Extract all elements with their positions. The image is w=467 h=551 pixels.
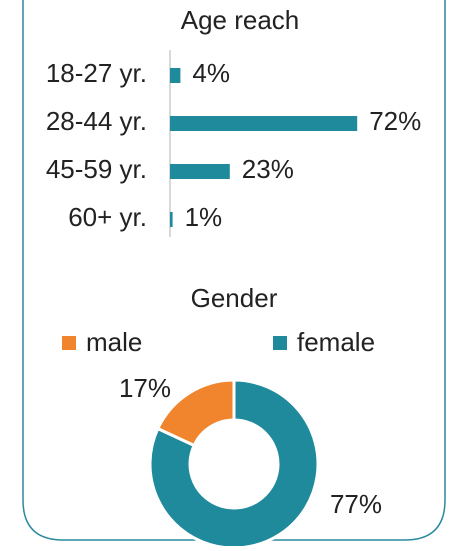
bar: [170, 212, 173, 227]
legend-label: female: [297, 327, 375, 357]
donut-chart-title: Gender: [191, 283, 278, 313]
legend-swatch: [62, 336, 76, 350]
value-label: 1%: [185, 202, 223, 232]
value-label: 4%: [192, 58, 230, 88]
category-label: 60+ yr.: [68, 202, 147, 232]
value-label: 23%: [242, 154, 294, 184]
value-label: 72%: [369, 106, 421, 136]
donut-slice: [148, 378, 320, 550]
legend-swatch: [273, 336, 287, 350]
category-label: 18-27 yr.: [46, 58, 147, 88]
category-label: 28-44 yr.: [46, 106, 147, 136]
category-label: 45-59 yr.: [46, 154, 147, 184]
bar-chart-title: Age reach: [181, 5, 300, 35]
bar: [170, 68, 181, 83]
bar: [170, 116, 358, 131]
legend-label: male: [86, 327, 142, 357]
bar: [170, 164, 230, 179]
slice-label: 77%: [330, 489, 382, 519]
slice-label: 17%: [119, 373, 171, 403]
